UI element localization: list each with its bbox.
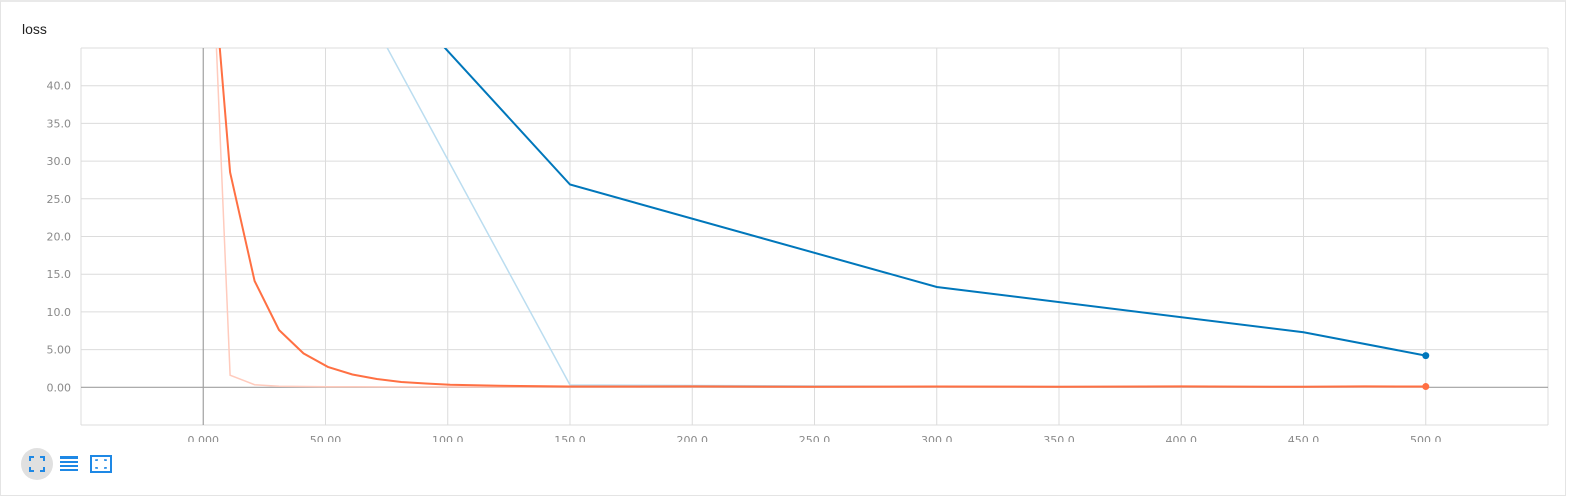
y-tick-label: 40.0	[47, 80, 72, 93]
x-tick-label: 400.0	[1166, 434, 1198, 442]
x-tick-label: 300.0	[921, 434, 953, 442]
loss-line-chart[interactable]: 0.00 5.00 10.0 15.0 20.0 25.0 30.0 35.0 40.0 0.0…	[1, 2, 1567, 442]
y-tick-label: 5.00	[47, 344, 72, 357]
expand-icon	[29, 456, 45, 472]
y-tick-labels: 0.00 5.00 10.0 15.0 20.0 25.0 30.0 35.0 40.0	[47, 80, 72, 395]
x-tick-label: 200.0	[677, 434, 709, 442]
x-tick-label: 250.0	[799, 434, 831, 442]
y-tick-label: 20.0	[47, 231, 72, 244]
chart-title: loss	[22, 21, 47, 37]
series-1-last-point	[1422, 383, 1430, 391]
y-tick-label: 0.00	[47, 381, 72, 394]
series-lines	[215, 48, 1426, 388]
series-0-smoothed-line	[443, 48, 1426, 357]
x-tick-label: 100.0	[432, 434, 464, 442]
grid-lines	[80, 47, 1549, 426]
series-1-smoothed-line	[218, 48, 1426, 388]
x-tick-label: 500.0	[1410, 434, 1442, 442]
series-last-points	[1422, 352, 1430, 391]
fit-domain-button[interactable]	[85, 448, 117, 480]
x-tick-labels: 0.000 50.00 100.0 150.0 200.0 250.0 300.0 350.0…	[188, 434, 1442, 442]
x-tick-label: 350.0	[1043, 434, 1075, 442]
y-tick-label: 15.0	[47, 268, 72, 281]
data-selection-button[interactable]	[53, 448, 85, 480]
x-tick-label: 150.0	[554, 434, 586, 442]
series-0-last-point	[1422, 352, 1430, 360]
expand-button[interactable]	[21, 448, 53, 480]
y-tick-label: 35.0	[47, 117, 72, 130]
y-tick-label: 10.0	[47, 306, 72, 319]
y-tick-label: 30.0	[47, 155, 72, 168]
x-tick-label: 450.0	[1288, 434, 1320, 442]
x-tick-label: 0.000	[188, 434, 220, 442]
fit-domain-icon	[90, 455, 112, 473]
data-selection-icon	[60, 456, 78, 471]
y-tick-label: 25.0	[47, 193, 72, 206]
x-tick-label: 50.00	[310, 434, 342, 442]
